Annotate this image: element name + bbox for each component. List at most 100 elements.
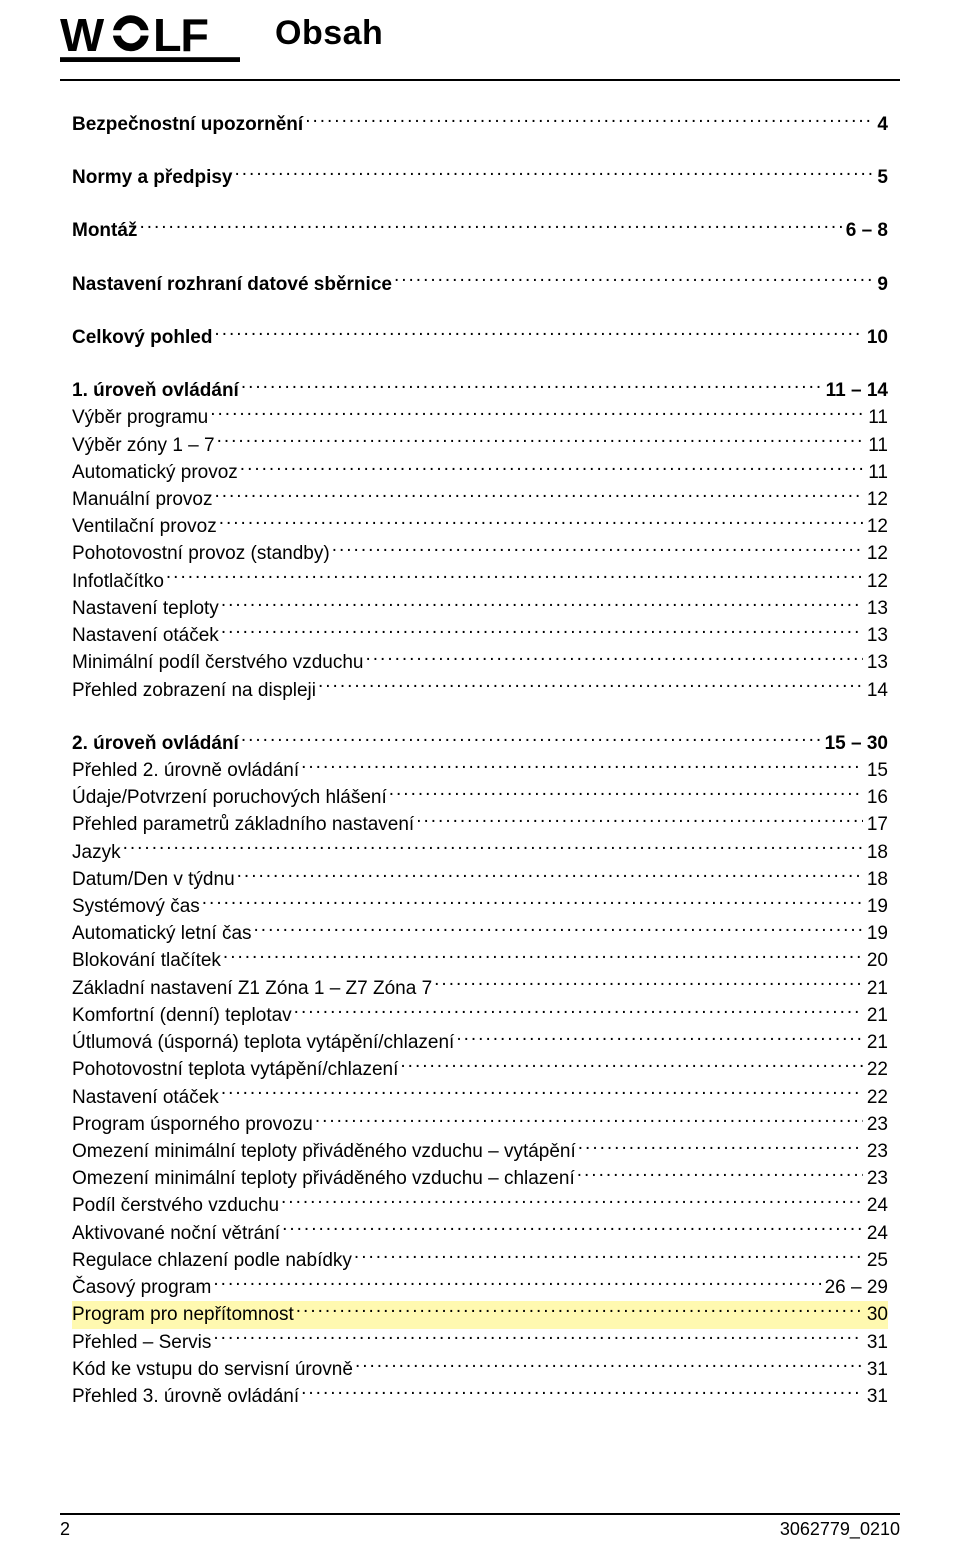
toc-entry-label: Normy a předpisy: [72, 165, 235, 191]
brand-logo: W LF: [60, 14, 240, 73]
toc-entry-page: 30: [863, 1302, 888, 1328]
toc-entry-label: Blokování tlačítek: [72, 948, 223, 974]
toc-entry-page: 17: [863, 812, 888, 838]
toc-entry-label: Nastavení otáček: [72, 623, 221, 649]
toc-section: Normy a předpisy 5: [72, 164, 888, 191]
toc-entry: 2. úroveň ovládání15 – 30: [72, 730, 888, 757]
toc-entry: Základní nastavení Z1 Zóna 1 – Z7 Zóna 7…: [72, 975, 888, 1002]
toc-entry-label: Bezpečnostní upozornění: [72, 112, 305, 138]
toc-leader-dots: [221, 622, 863, 641]
toc-entry-page: 22: [863, 1057, 888, 1083]
page-header: W LF Obsah: [60, 0, 900, 81]
toc-entry-page: 15 – 30: [821, 731, 888, 757]
toc-leader-dots: [416, 811, 863, 830]
toc-entry: Nastavení otáček22: [72, 1084, 888, 1111]
toc-entry-page: 13: [863, 650, 888, 676]
toc-entry-label: Omezení minimální teploty přiváděného vz…: [72, 1139, 578, 1165]
toc-entry: Omezení minimální teploty přiváděného vz…: [72, 1165, 888, 1192]
toc-entry-page: 21: [863, 976, 888, 1002]
toc-entry: Systémový čas19: [72, 893, 888, 920]
toc-leader-dots: [214, 324, 862, 343]
toc-leader-dots: [281, 1192, 863, 1211]
wolf-logo-icon: W LF: [60, 14, 240, 68]
toc-section: 2. úroveň ovládání15 – 30Přehled 2. úrov…: [72, 730, 888, 1410]
toc-entry-label: Komfortní (denní) teplotav: [72, 1003, 294, 1029]
toc-entry-label: Přehled zobrazení na displeji: [72, 678, 318, 704]
toc-leader-dots: [394, 271, 873, 290]
toc-leader-dots: [332, 540, 863, 559]
toc-entry-label: Pohotovostní provoz (standby): [72, 541, 332, 567]
toc-entry-label: Výběr zóny 1 – 7: [72, 433, 217, 459]
toc-entry-page: 12: [863, 487, 888, 513]
toc-entry-page: 9: [873, 272, 888, 298]
toc-leader-dots: [210, 404, 864, 423]
toc-entry-label: Přehled parametrů základního nastavení: [72, 812, 416, 838]
toc-entry-page: 12: [863, 569, 888, 595]
toc-leader-dots: [221, 1084, 863, 1103]
toc-entry: Regulace chlazení podle nabídky25: [72, 1247, 888, 1274]
toc-leader-dots: [365, 649, 862, 668]
toc-section: 1. úroveň ovládání11 – 14Výběr programu 1…: [72, 377, 888, 704]
toc-entry-label: Infotlačítko: [72, 569, 166, 595]
toc-entry: Podíl čerstvého vzduchu24: [72, 1192, 888, 1219]
toc-entry: Omezení minimální teploty přiváděného vz…: [72, 1138, 888, 1165]
toc-leader-dots: [577, 1165, 863, 1184]
toc-entry: Komfortní (denní) teplotav 21: [72, 1002, 888, 1029]
toc-entry: Aktivované noční větrání24: [72, 1220, 888, 1247]
toc-leader-dots: [318, 677, 863, 696]
toc-entry-page: 5: [873, 165, 888, 191]
toc-entry-label: Automatický provoz: [72, 460, 240, 486]
toc-entry-label: Minimální podíl čerstvého vzduchu: [72, 650, 365, 676]
toc-leader-dots: [123, 839, 863, 858]
toc-entry-page: 13: [863, 596, 888, 622]
toc-entry-label: Automatický letní čas: [72, 921, 254, 947]
toc-entry-page: 31: [863, 1357, 888, 1383]
toc-entry: Bezpečnostní upozornění4: [72, 111, 888, 138]
page-title: Obsah: [240, 14, 900, 53]
toc-entry-label: Aktivované noční větrání: [72, 1221, 282, 1247]
toc-entry-page: 19: [863, 894, 888, 920]
toc-entry: Nastavení rozhraní datové sběrnice9: [72, 271, 888, 298]
toc-entry: Pohotovostní provoz (standby) 12: [72, 540, 888, 567]
toc-entry-page: 11: [864, 405, 888, 431]
toc-entry-page: 21: [863, 1003, 888, 1029]
toc-entry-page: 25: [863, 1248, 888, 1274]
toc-entry: Automatický letní čas 19: [72, 920, 888, 947]
toc-leader-dots: [301, 757, 863, 776]
toc-entry: Blokování tlačítek20: [72, 947, 888, 974]
toc-entry-page: 23: [863, 1112, 888, 1138]
toc-entry-page: 14: [863, 678, 888, 704]
toc-entry: Datum/Den v týdnu18: [72, 866, 888, 893]
toc-leader-dots: [389, 784, 863, 803]
toc-entry-page: 19: [863, 921, 888, 947]
toc-entry-label: Přehled – Servis: [72, 1330, 213, 1356]
toc-entry-label: Podíl čerstvého vzduchu: [72, 1193, 281, 1219]
page-footer: 2 3062779_0210: [60, 1513, 900, 1540]
toc-entry-page: 31: [863, 1384, 888, 1410]
toc-leader-dots: [355, 1356, 863, 1375]
toc-entry-label: Pohotovostní teplota vytápění/chlazení: [72, 1057, 400, 1083]
toc-entry-page: 13: [863, 623, 888, 649]
toc-entry-label: Přehled 3. úrovně ovládání: [72, 1384, 301, 1410]
toc-entry-label: Montáž: [72, 218, 139, 244]
toc-entry-label: Program úsporného provozu: [72, 1112, 315, 1138]
toc-entry-label: Výběr programu: [72, 405, 210, 431]
toc-entry-page: 12: [863, 541, 888, 567]
toc-entry-page: 15: [863, 758, 888, 784]
toc-entry: Kód ke vstupu do servisní úrovně 31: [72, 1356, 888, 1383]
toc-section: Nastavení rozhraní datové sběrnice9: [72, 271, 888, 298]
toc-entry: Přehled parametrů základního nastavení 17: [72, 811, 888, 838]
toc-entry: Automatický provoz11: [72, 459, 888, 486]
toc-entry: Přehled zobrazení na displeji 14: [72, 677, 888, 704]
toc-entry-label: Nastavení teploty: [72, 596, 221, 622]
toc-leader-dots: [240, 459, 864, 478]
toc-leader-dots: [221, 595, 863, 614]
toc-entry-label: Kód ke vstupu do servisní úrovně: [72, 1357, 355, 1383]
toc-leader-dots: [282, 1220, 863, 1239]
toc-section: Celkový pohled10: [72, 324, 888, 351]
toc-entry: Přehled – Servis31: [72, 1329, 888, 1356]
toc-entry-label: Přehled 2. úrovně ovládání: [72, 758, 301, 784]
toc-entry: Časový program26 – 29: [72, 1274, 888, 1301]
toc-entry: Program úsporného provozu 23: [72, 1111, 888, 1138]
toc-entry: 1. úroveň ovládání11 – 14: [72, 377, 888, 404]
